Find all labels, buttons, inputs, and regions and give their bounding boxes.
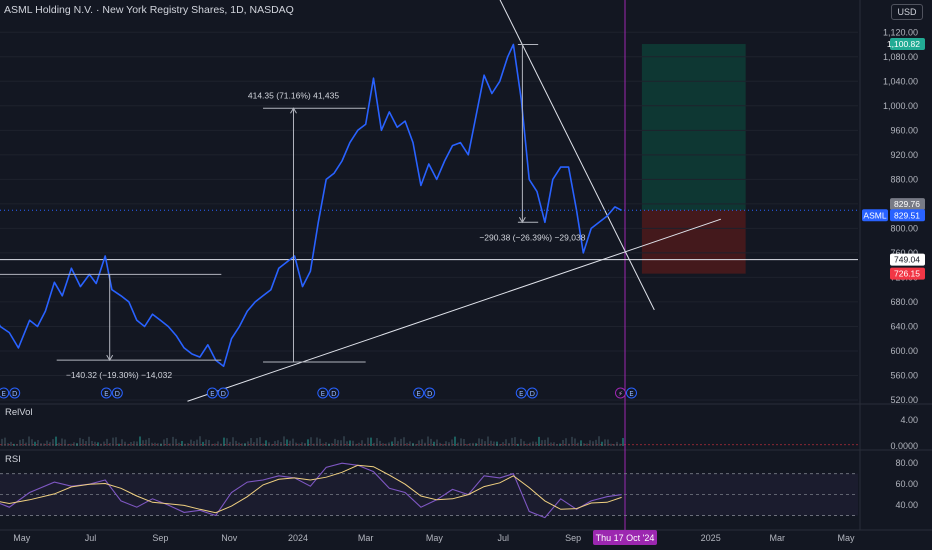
cursor-date-label: Thu 17 Oct '24 [596,533,655,543]
relvol-pane-label: RelVol [5,407,32,418]
rsi-ma-line [0,464,622,514]
price-tick-label: 1,000.00 [883,101,918,111]
time-tick-label: 2025 [701,533,721,543]
event-marker-letter: E [321,390,325,398]
time-tick-label: May [426,533,444,543]
event-marker-icon [413,387,425,399]
event-marker-letter: E [1,390,5,398]
relvol-tick-label: 4.00 [900,415,918,425]
relvol-tick-label: 0.0000 [890,441,918,451]
price-tag-label: 829.76 [894,199,920,209]
event-marker-icon [614,387,626,399]
price-tag-badge [890,38,925,51]
cursor-date-badge [593,530,657,545]
symbol-tag-badge [862,209,888,222]
price-tick-label: 680.00 [890,297,918,307]
rsi-tick-label: 60.00 [895,479,918,489]
price-tag-label: 726.15 [894,269,920,279]
event-marker-letter: D [530,390,535,398]
event-marker-letter: D [12,390,17,398]
price-tick-label: 800.00 [890,223,918,233]
time-tick-label: May [13,533,31,543]
symbol-tag-label: ASML [863,210,886,220]
trendline [499,0,655,311]
event-marker-letter: ⚡ [618,390,623,398]
price-tag-badge [890,253,925,266]
rsi-pane-label: RSI [5,454,21,465]
price-tick-label: 960.00 [890,125,918,135]
currency-button[interactable]: USD [891,4,923,20]
price-tick-label: 920.00 [890,150,918,160]
price-tick-label: 600.00 [890,346,918,356]
price-tag-label: 829.51 [894,210,920,220]
price-tag-badge [890,209,925,222]
price-tick-label: 880.00 [890,174,918,184]
event-marker-icon [328,387,340,399]
time-tick-label: Sep [152,533,168,543]
event-marker-icon [0,387,10,399]
event-marker-icon [515,387,527,399]
event-marker-icon [111,387,123,399]
price-tick-label: 1,040.00 [883,76,918,86]
price-tick-label: 1,120.00 [883,27,918,37]
price-tick-label: 560.00 [890,370,918,380]
event-marker-letter: D [427,390,432,398]
trendline [187,218,722,402]
price-tick-label: 760.00 [890,248,918,258]
event-marker-letter: E [416,390,420,398]
event-marker-letter: E [210,390,214,398]
loss-zone [641,210,746,274]
price-tag-badge [890,198,925,211]
event-marker-letter: D [115,390,120,398]
measure-arrow [106,354,114,362]
rsi-tick-label: 40.00 [895,500,918,510]
time-tick-label: 2024 [288,533,308,543]
event-marker-icon [9,387,21,399]
event-marker-letter: E [629,390,633,398]
event-marker-icon [625,387,637,399]
measure-label: −290.38 (−26.39%) −29,038 [479,232,585,242]
price-tick-label: 1,080.00 [883,52,918,62]
time-tick-label: Nov [221,533,238,543]
measure-arrow [518,217,526,224]
event-marker-letter: E [104,390,108,398]
event-marker-icon [217,387,229,399]
event-marker-letter: D [221,390,226,398]
chart-title: ASML Holding N.V. · New York Registry Sh… [4,4,294,16]
profit-zone [641,44,746,211]
event-marker-letter: E [519,390,523,398]
time-tick-label: Sep [565,533,581,543]
measure-label: 414.35 (71.16%) 41,435 [248,90,339,100]
event-marker-letter: D [331,390,336,398]
event-marker-icon [317,387,329,399]
measure-label: −140.32 (−19.30%) −14,032 [66,370,172,380]
price-tag-label: 749.04 [894,255,920,265]
event-marker-icon [206,387,218,399]
price-tick-label: 520.00 [890,395,918,405]
event-marker-icon [424,387,436,399]
price-tick-label: 640.00 [890,321,918,331]
price-tag-badge [890,267,925,280]
time-tick-label: Jul [497,533,509,543]
price-tag-label: 1,100.82 [887,39,920,49]
time-tick-label: Jul [85,533,97,543]
event-marker-icon [526,387,538,399]
price-line-series [0,43,622,368]
time-tick-label: May [837,533,855,543]
time-tick-label: Mar [769,533,785,543]
time-tick-label: Mar [358,533,374,543]
measure-arrow [290,107,297,114]
rsi-line [0,462,622,519]
rsi-tick-label: 80.00 [895,458,918,468]
event-marker-icon [100,387,112,399]
